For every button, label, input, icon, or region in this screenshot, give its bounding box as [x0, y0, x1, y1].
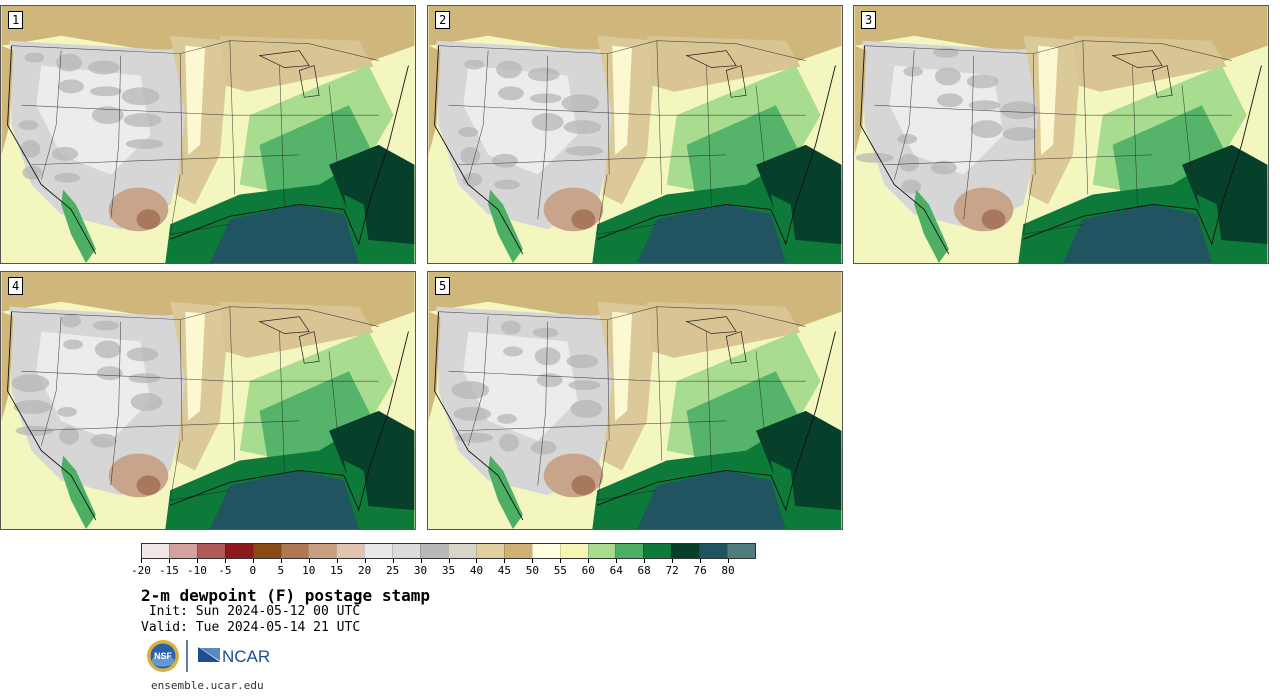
- colorbar-swatch: [168, 544, 197, 558]
- colorbar-swatch: [196, 544, 225, 558]
- colorbar-tick: [141, 559, 142, 563]
- dewpoint-map-5: [428, 272, 842, 529]
- colorbar-tick: [644, 559, 646, 563]
- colorbar-tick-label: 0: [249, 564, 257, 577]
- colorbar-tick-label: 35: [441, 564, 456, 577]
- colorbar-tick: [532, 559, 534, 563]
- colorbar-swatch: [699, 544, 728, 558]
- colorbar-swatch: [280, 544, 309, 558]
- colorbar-swatch: [615, 544, 644, 558]
- dewpoint-map-2: [428, 6, 842, 263]
- colorbar-swatch: [336, 544, 365, 558]
- colorbar-tick: [616, 559, 618, 563]
- colorbar-swatch: [587, 544, 616, 558]
- colorbar-tick-label: -15: [159, 564, 179, 577]
- colorbar-tick: [308, 559, 310, 563]
- colorbar-swatch: [559, 544, 588, 558]
- panel-number: 5: [435, 277, 451, 295]
- map-panel-3[interactable]: 3: [853, 5, 1269, 264]
- colorbar-tick: [420, 559, 422, 563]
- colorbar-tick: [560, 559, 562, 563]
- colorbar-swatch: [142, 544, 169, 558]
- colorbar-swatch: [308, 544, 337, 558]
- map-panel-4[interactable]: 4: [0, 271, 416, 530]
- init-time: Init: Sun 2024-05-12 00 UTC: [141, 604, 361, 619]
- colorbar-tick-label: 25: [385, 564, 400, 577]
- colorbar-swatch: [727, 544, 755, 558]
- colorbar-tick-label: 15: [330, 564, 344, 577]
- colorbar-tick: [728, 559, 730, 563]
- map-panel-5[interactable]: 5: [427, 271, 843, 530]
- colorbar-swatch: [392, 544, 421, 558]
- colorbar-ticks: -20 -15 -10 -5 0 5 10 15 20 25 30 35 40 45 50 55 60 64 68 7…: [131, 559, 756, 579]
- colorbar-tick-label: 72: [665, 564, 679, 577]
- map-panel-2[interactable]: 2: [427, 5, 843, 264]
- colorbar-tick: [448, 559, 450, 563]
- valid-time: Valid: Tue 2024-05-14 21 UTC: [141, 620, 361, 635]
- ncar-logo-icon: NCAR: [198, 647, 270, 666]
- colorbar-swatch: [643, 544, 672, 558]
- colorbar-tick-label: 64: [609, 564, 623, 577]
- colorbar-swatch: [671, 544, 700, 558]
- dewpoint-map-1: [1, 6, 415, 263]
- nsf-logo-icon: NSF: [147, 640, 179, 672]
- dewpoint-map-3: [854, 6, 1268, 263]
- colorbar-swatch: [447, 544, 476, 558]
- logos: NSF NCAR: [145, 638, 275, 674]
- colorbar-tick-label: 30: [413, 564, 428, 577]
- colorbar-tick-label: 10: [302, 564, 316, 577]
- colorbar-tick-label: -5: [218, 564, 232, 577]
- colorbar-swatch: [224, 544, 253, 558]
- colorbar-tick: [252, 559, 254, 563]
- colorbar-tick: [672, 559, 674, 563]
- map-panel-1[interactable]: 1: [0, 5, 416, 264]
- colorbar-tick: [336, 559, 338, 563]
- colorbar-tick-label: -10: [186, 564, 207, 577]
- svg-text:NCAR: NCAR: [222, 647, 270, 666]
- colorbar-tick: [364, 559, 366, 563]
- colorbar-tick-label: 60: [581, 564, 595, 577]
- colorbar-tick: [588, 559, 590, 563]
- colorbar-swatch: [420, 544, 448, 558]
- colorbar-swatch: [252, 544, 281, 558]
- colorbar-tick: [476, 559, 478, 563]
- dewpoint-map-4: [1, 272, 415, 529]
- colorbar-swatch: [503, 544, 532, 558]
- colorbar-swatch: [531, 544, 560, 558]
- colorbar-tick: [196, 559, 198, 563]
- colorbar: [141, 543, 756, 559]
- colorbar-tick-label: 45: [497, 564, 512, 577]
- colorbar-tick-label: 76: [693, 564, 707, 577]
- colorbar-tick-label: 55: [553, 564, 567, 577]
- panel-number: 2: [435, 11, 451, 29]
- colorbar-tick: [392, 559, 394, 563]
- panel-number: 1: [8, 11, 24, 29]
- product-title: 2-m dewpoint (F) postage stamp: [141, 586, 430, 605]
- colorbar-tick: [224, 559, 226, 563]
- colorbar-tick: [700, 559, 702, 563]
- colorbar-tick-label: 5: [277, 564, 285, 577]
- panel-number: 4: [8, 277, 24, 295]
- colorbar-tick-label: 40: [469, 564, 484, 577]
- colorbar-tick-label: 20: [358, 564, 372, 577]
- colorbar-tick: [280, 559, 282, 563]
- colorbar-swatch: [475, 544, 504, 558]
- colorbar-tick-label: 68: [637, 564, 651, 577]
- colorbar-tick: [168, 559, 170, 563]
- colorbar-tick-label: 80: [721, 564, 735, 577]
- colorbar-tick-label: 50: [525, 564, 539, 577]
- website-url: ensemble.ucar.edu: [151, 679, 264, 692]
- panel-number: 3: [861, 11, 877, 29]
- svg-text:NSF: NSF: [154, 651, 173, 661]
- colorbar-tick-label: -20: [131, 564, 151, 577]
- colorbar-tick: [504, 559, 506, 563]
- colorbar-swatch: [364, 544, 393, 558]
